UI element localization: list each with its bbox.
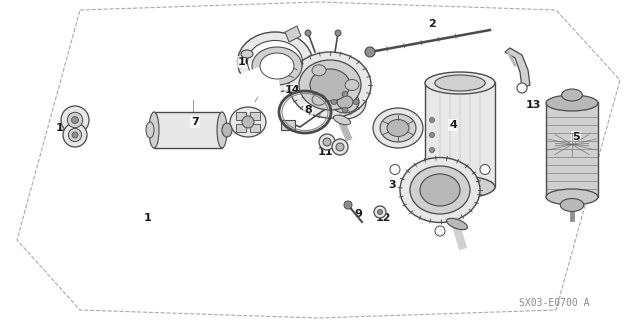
Circle shape (68, 128, 82, 141)
Ellipse shape (380, 114, 416, 142)
Circle shape (429, 148, 434, 153)
Circle shape (336, 143, 344, 151)
Text: 3: 3 (388, 180, 396, 190)
Ellipse shape (337, 95, 353, 108)
Circle shape (344, 201, 352, 209)
Ellipse shape (217, 112, 227, 148)
Text: 8: 8 (304, 105, 312, 115)
Bar (546, 102, 598, 197)
Text: 7: 7 (191, 117, 199, 127)
Text: 2: 2 (428, 19, 436, 29)
Ellipse shape (447, 218, 468, 230)
Ellipse shape (324, 85, 366, 119)
Ellipse shape (146, 122, 154, 138)
Text: 5: 5 (572, 132, 580, 142)
Ellipse shape (373, 108, 423, 148)
Ellipse shape (149, 112, 159, 148)
Bar (281, 120, 295, 130)
Text: 11: 11 (317, 147, 333, 157)
Polygon shape (285, 26, 301, 42)
Circle shape (71, 116, 78, 124)
Ellipse shape (260, 53, 294, 79)
Ellipse shape (333, 115, 350, 125)
Text: 14: 14 (285, 85, 301, 95)
Text: 6: 6 (394, 119, 402, 129)
Circle shape (305, 30, 311, 36)
Ellipse shape (410, 166, 470, 214)
Circle shape (68, 112, 83, 128)
Ellipse shape (312, 65, 326, 76)
Circle shape (332, 139, 348, 155)
Circle shape (480, 164, 490, 174)
Circle shape (72, 132, 78, 138)
Ellipse shape (425, 72, 495, 94)
Text: 4: 4 (449, 120, 457, 130)
Ellipse shape (331, 91, 359, 113)
Ellipse shape (353, 100, 359, 105)
Text: 13: 13 (526, 100, 541, 110)
Ellipse shape (546, 189, 598, 205)
Ellipse shape (387, 119, 409, 137)
Text: 12: 12 (375, 213, 390, 223)
Ellipse shape (241, 50, 253, 58)
Circle shape (242, 116, 254, 128)
Circle shape (517, 83, 527, 93)
Bar (154, 112, 222, 148)
Ellipse shape (299, 60, 361, 110)
Circle shape (429, 132, 434, 138)
Bar (425, 82, 495, 187)
Wedge shape (240, 62, 282, 100)
Ellipse shape (230, 107, 266, 137)
Ellipse shape (312, 94, 326, 105)
Ellipse shape (345, 79, 359, 91)
Ellipse shape (222, 123, 232, 137)
Text: SX03-E0700 A: SX03-E0700 A (520, 298, 590, 308)
Text: 10: 10 (308, 93, 324, 103)
Circle shape (61, 106, 89, 134)
Bar (250, 112, 260, 120)
Circle shape (374, 206, 386, 218)
Ellipse shape (561, 198, 583, 212)
Ellipse shape (342, 92, 348, 97)
Circle shape (435, 226, 445, 236)
Text: 1: 1 (144, 213, 152, 223)
Bar (236, 112, 246, 120)
Circle shape (335, 30, 341, 36)
Ellipse shape (400, 157, 480, 222)
Circle shape (429, 117, 434, 123)
Polygon shape (505, 48, 530, 88)
Ellipse shape (546, 95, 598, 111)
Ellipse shape (310, 69, 350, 101)
Ellipse shape (420, 174, 460, 206)
Ellipse shape (252, 47, 302, 85)
Circle shape (63, 123, 87, 147)
Ellipse shape (435, 75, 485, 91)
Ellipse shape (562, 89, 582, 101)
Circle shape (365, 47, 375, 57)
Circle shape (390, 164, 400, 174)
Circle shape (319, 134, 335, 150)
Bar (236, 124, 246, 132)
Ellipse shape (238, 32, 313, 92)
Bar (250, 124, 260, 132)
Ellipse shape (331, 100, 337, 105)
Ellipse shape (248, 41, 303, 84)
Circle shape (323, 138, 331, 146)
Text: 9: 9 (354, 209, 362, 219)
Ellipse shape (289, 52, 371, 118)
Text: 16: 16 (238, 57, 254, 67)
Circle shape (378, 210, 382, 214)
Ellipse shape (342, 108, 348, 113)
Ellipse shape (425, 176, 495, 198)
Text: 15: 15 (55, 123, 71, 133)
